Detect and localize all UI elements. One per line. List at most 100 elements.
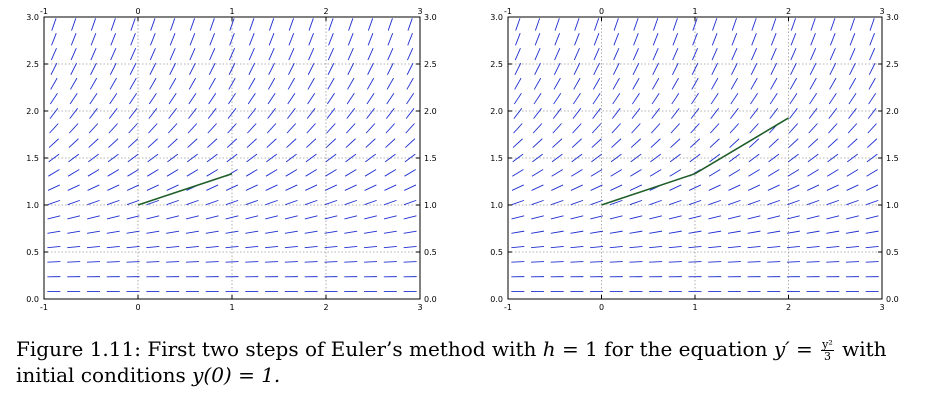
slope-mark xyxy=(107,153,119,163)
slope-mark xyxy=(70,77,78,90)
figure-caption: Figure 1.11: First two steps of Euler’s … xyxy=(16,336,916,388)
slope-mark xyxy=(245,169,258,177)
slope-mark xyxy=(767,215,781,220)
slope-mark xyxy=(550,230,564,234)
slope-mark xyxy=(868,77,876,90)
slope-mark xyxy=(325,169,337,177)
slope-mark xyxy=(126,215,140,220)
slope-mark xyxy=(106,261,120,263)
y-tick-label-right: 1.0 xyxy=(886,201,899,210)
slope-mark xyxy=(750,92,758,105)
y-tick-label-right: 2.5 xyxy=(424,60,437,69)
y-tick-label-left: 0.0 xyxy=(26,295,39,304)
slope-mark xyxy=(345,153,357,163)
slope-mark xyxy=(611,138,622,148)
slope-mark xyxy=(866,169,878,177)
slope-mark xyxy=(245,230,259,234)
x-tick-label-top: 3 xyxy=(417,7,422,16)
slope-mark xyxy=(49,123,59,134)
slope-mark xyxy=(790,33,797,46)
slope-mark xyxy=(344,199,358,206)
slope-mark xyxy=(708,261,722,263)
slope-mark xyxy=(207,108,217,119)
slope-mark xyxy=(68,123,79,134)
slope-mark xyxy=(846,184,859,191)
slope-mark xyxy=(304,230,318,234)
slope-mark xyxy=(790,47,797,61)
slope-mark xyxy=(404,153,416,163)
slope-mark xyxy=(247,123,257,134)
slope-mark xyxy=(806,261,820,263)
slope-mark xyxy=(512,169,524,177)
slope-mark xyxy=(612,92,621,105)
slope-mark xyxy=(90,18,97,31)
slope-mark xyxy=(146,199,160,206)
slope-mark xyxy=(110,47,117,61)
slope-mark xyxy=(284,245,298,249)
slope-mark xyxy=(407,47,414,61)
slope-mark xyxy=(51,18,57,31)
slope-mark xyxy=(248,77,256,90)
y-tick-label-left: 1.0 xyxy=(26,201,39,210)
slope-mark xyxy=(166,261,180,263)
slope-mark xyxy=(551,153,563,163)
slope-mark xyxy=(248,33,255,46)
slope-mark xyxy=(751,47,758,61)
slope-mark xyxy=(306,138,317,148)
slope-mark xyxy=(689,153,701,163)
slope-mark xyxy=(130,33,136,46)
slope-mark xyxy=(769,92,778,105)
slope-mark xyxy=(553,92,562,105)
slope-mark xyxy=(228,47,236,61)
euler-solution-line xyxy=(137,172,233,206)
slope-mark xyxy=(826,169,839,177)
slope-mark xyxy=(728,199,741,206)
slope-mark xyxy=(867,123,877,134)
slope-mark xyxy=(130,18,136,31)
slope-mark xyxy=(570,230,584,234)
slope-mark xyxy=(866,153,878,163)
slope-mark xyxy=(672,18,678,31)
y-tick-label-right: 0.0 xyxy=(424,295,437,304)
slope-mark xyxy=(365,153,376,163)
slope-mark xyxy=(751,33,757,46)
slope-mark xyxy=(51,33,57,46)
slope-mark xyxy=(205,215,219,220)
slope-mark xyxy=(364,184,377,191)
slope-mark xyxy=(868,92,877,105)
slope-mark xyxy=(108,138,119,148)
slope-mark xyxy=(828,108,838,119)
slope-mark xyxy=(383,230,397,234)
slope-mark xyxy=(347,33,354,46)
slope-mark xyxy=(286,138,297,148)
slope-mark xyxy=(533,77,542,90)
slope-mark xyxy=(633,18,639,31)
slope-mark xyxy=(383,245,397,249)
slope-mark xyxy=(591,153,603,163)
slope-mark xyxy=(70,62,77,75)
slope-mark xyxy=(786,230,800,234)
slope-mark xyxy=(148,108,158,119)
slope-mark xyxy=(267,108,276,119)
y-tick-label-left: 0.5 xyxy=(26,248,39,257)
slope-mark xyxy=(711,62,718,75)
slope-mark xyxy=(225,245,239,249)
slope-mark xyxy=(511,184,524,191)
slope-mark xyxy=(205,261,219,263)
slope-mark xyxy=(88,153,99,163)
slope-mark xyxy=(652,62,659,75)
slope-mark xyxy=(166,199,179,206)
slope-mark xyxy=(612,62,620,75)
slope-mark xyxy=(511,230,525,234)
x-tick-label-top: 1 xyxy=(692,7,697,16)
slope-mark xyxy=(267,77,276,90)
x-tick-label-top: -1 xyxy=(40,7,48,16)
slope-mark xyxy=(630,169,642,177)
slope-mark xyxy=(770,47,777,61)
slope-mark xyxy=(828,123,838,134)
slope-mark xyxy=(668,215,682,220)
slope-mark xyxy=(384,153,396,163)
slope-mark xyxy=(205,230,219,234)
slope-mark xyxy=(573,62,581,75)
slope-mark xyxy=(789,77,798,90)
